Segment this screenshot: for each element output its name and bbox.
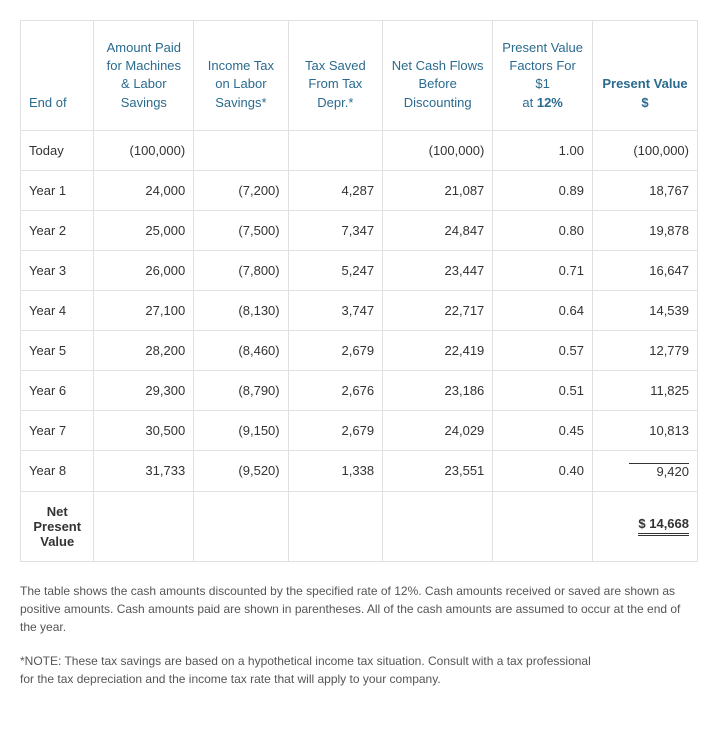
cell-net-cash: (100,000) xyxy=(383,130,493,170)
cell-pv-factor: 0.40 xyxy=(493,450,593,491)
npv-table: End of Amount Paid for Machines & Labor … xyxy=(20,20,698,562)
header-end-of: End of xyxy=(21,21,94,131)
cell-pv-factor: 0.64 xyxy=(493,290,593,330)
cell-net-cash: 23,551 xyxy=(383,450,493,491)
cell-amount: 26,000 xyxy=(94,250,194,290)
cell-net-cash: 24,847 xyxy=(383,210,493,250)
note-paragraph-2: *NOTE: These tax savings are based on a … xyxy=(20,652,698,688)
cell-amount: 31,733 xyxy=(94,450,194,491)
cell-pv: 12,779 xyxy=(592,330,697,370)
cell-net-cash: 22,717 xyxy=(383,290,493,330)
row-label: Year 7 xyxy=(21,410,94,450)
cell-tax-saved: 4,287 xyxy=(288,170,382,210)
cell-pv-factor: 0.51 xyxy=(493,370,593,410)
row-label: Year 6 xyxy=(21,370,94,410)
cell-amount: (100,000) xyxy=(94,130,194,170)
cell-tax: (7,500) xyxy=(194,210,288,250)
npv-value: $ 14,668 xyxy=(592,491,697,561)
cell-pv-factor: 0.45 xyxy=(493,410,593,450)
cell-pv: (100,000) xyxy=(592,130,697,170)
cell-net-cash: 21,087 xyxy=(383,170,493,210)
table-row: Year 427,100(8,130)3,74722,7170.6414,539 xyxy=(21,290,698,330)
note-paragraph-1: The table shows the cash amounts discoun… xyxy=(20,582,698,636)
header-tax-saved: Tax Saved From Tax Depr.* xyxy=(288,21,382,131)
cell-net-cash: 23,186 xyxy=(383,370,493,410)
cell-pv: 10,813 xyxy=(592,410,697,450)
row-label: Year 2 xyxy=(21,210,94,250)
cell-pv: 16,647 xyxy=(592,250,697,290)
cell-tax: (8,790) xyxy=(194,370,288,410)
cell-tax: (8,460) xyxy=(194,330,288,370)
header-pv-factors: Present Value Factors For $1 at 12% xyxy=(493,21,593,131)
cell-net-cash: 24,029 xyxy=(383,410,493,450)
cell-pv: 19,878 xyxy=(592,210,697,250)
row-label: Today xyxy=(21,130,94,170)
row-label: Year 5 xyxy=(21,330,94,370)
cell-tax-saved: 7,347 xyxy=(288,210,382,250)
npv-label: NetPresentValue xyxy=(21,491,94,561)
header-net-cash: Net Cash Flows Before Discounting xyxy=(383,21,493,131)
table-row: Year 528,200(8,460)2,67922,4190.5712,779 xyxy=(21,330,698,370)
table-row: Today(100,000)(100,000)1.00(100,000) xyxy=(21,130,698,170)
cell-pv-factor: 0.89 xyxy=(493,170,593,210)
cell-tax-saved: 1,338 xyxy=(288,450,382,491)
cell-pv: 14,539 xyxy=(592,290,697,330)
table-row: Year 124,000(7,200)4,28721,0870.8918,767 xyxy=(21,170,698,210)
cell-amount: 29,300 xyxy=(94,370,194,410)
cell-pv: 11,825 xyxy=(592,370,697,410)
table-row: Year 225,000(7,500)7,34724,8470.8019,878 xyxy=(21,210,698,250)
row-label: Year 1 xyxy=(21,170,94,210)
net-present-value-row: NetPresentValue $ 14,668 xyxy=(21,491,698,561)
cell-tax: (7,200) xyxy=(194,170,288,210)
cell-amount: 27,100 xyxy=(94,290,194,330)
table-row: Year 629,300(8,790)2,67623,1860.5111,825 xyxy=(21,370,698,410)
cell-tax: (7,800) xyxy=(194,250,288,290)
cell-tax-saved: 2,679 xyxy=(288,410,382,450)
header-present-value: Present Value $ xyxy=(592,21,697,131)
table-row: Year 326,000(7,800)5,24723,4470.7116,647 xyxy=(21,250,698,290)
row-label: Year 4 xyxy=(21,290,94,330)
cell-net-cash: 22,419 xyxy=(383,330,493,370)
cell-pv: 18,767 xyxy=(592,170,697,210)
table-row: Year 831,733(9,520)1,33823,5510.409,420 xyxy=(21,450,698,491)
header-amount-paid: Amount Paid for Machines & Labor Savings xyxy=(94,21,194,131)
notes-section: The table shows the cash amounts discoun… xyxy=(20,582,698,688)
cell-tax: (8,130) xyxy=(194,290,288,330)
row-label: Year 8 xyxy=(21,450,94,491)
row-label: Year 3 xyxy=(21,250,94,290)
cell-pv-factor: 0.80 xyxy=(493,210,593,250)
cell-pv-factor: 0.57 xyxy=(493,330,593,370)
header-row: End of Amount Paid for Machines & Labor … xyxy=(21,21,698,131)
cell-tax-saved: 3,747 xyxy=(288,290,382,330)
table-row: Year 730,500(9,150)2,67924,0290.4510,813 xyxy=(21,410,698,450)
cell-pv: 9,420 xyxy=(592,450,697,491)
cell-pv-factor: 1.00 xyxy=(493,130,593,170)
header-income-tax: Income Tax on Labor Savings* xyxy=(194,21,288,131)
cell-net-cash: 23,447 xyxy=(383,250,493,290)
cell-tax: (9,150) xyxy=(194,410,288,450)
cell-amount: 25,000 xyxy=(94,210,194,250)
cell-tax-saved: 2,676 xyxy=(288,370,382,410)
cell-tax-saved xyxy=(288,130,382,170)
cell-pv-factor: 0.71 xyxy=(493,250,593,290)
cell-tax-saved: 5,247 xyxy=(288,250,382,290)
cell-tax-saved: 2,679 xyxy=(288,330,382,370)
cell-amount: 24,000 xyxy=(94,170,194,210)
cell-amount: 30,500 xyxy=(94,410,194,450)
cell-tax xyxy=(194,130,288,170)
cell-tax: (9,520) xyxy=(194,450,288,491)
cell-amount: 28,200 xyxy=(94,330,194,370)
